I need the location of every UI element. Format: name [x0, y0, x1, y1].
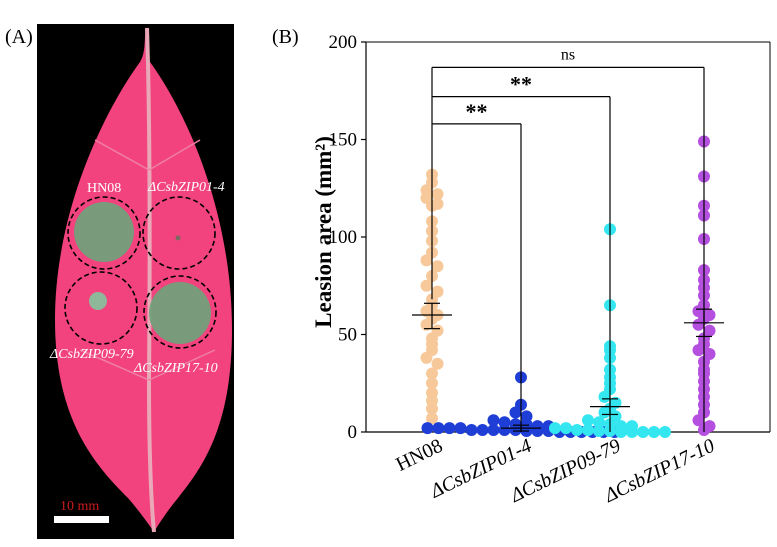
data-point: [454, 422, 467, 435]
spot-circle-zip09: [64, 271, 138, 345]
data-point: [420, 351, 433, 364]
scale-bar: [54, 516, 109, 523]
data-point: [593, 425, 605, 438]
data-point: [615, 426, 627, 438]
data-point: [487, 424, 500, 437]
data-point: [598, 406, 611, 419]
data-point: [426, 377, 438, 390]
data-point: [531, 425, 544, 438]
data-point: [582, 414, 594, 427]
panel-a: (A) HN08 ΔCsbZIP01-4 ΔCsbZIP09-79 ΔCsbZI…: [5, 24, 234, 539]
y-tick-label: 200: [329, 32, 358, 53]
scatter-chart: 050100150200HN08ΔCsbZIP01-4ΔCsbZIP09-79Δ…: [329, 32, 771, 507]
spot-circle-hn08: [67, 196, 141, 270]
data-point: [498, 424, 511, 437]
data-point: [431, 260, 444, 273]
data-point: [659, 426, 671, 438]
data-point: [420, 254, 433, 267]
data-point: [426, 367, 438, 380]
data-point: [582, 424, 594, 437]
significance-label: ns: [561, 46, 575, 63]
y-tick-label: 150: [329, 130, 358, 151]
y-tick-label: 50: [338, 325, 357, 346]
data-point: [431, 357, 444, 370]
scale-bar-label: 10 mm: [60, 499, 99, 514]
data-point: [420, 279, 433, 292]
spot-circle-zip17: [143, 275, 217, 349]
spot-label-zip09: ΔCsbZIP09-79: [49, 347, 134, 362]
significance-label: **: [510, 72, 532, 97]
data-point: [432, 422, 445, 435]
data-point: [571, 424, 583, 437]
panel-b: (B) Leasion area (mm²) 050100150200HN08Δ…: [272, 26, 771, 507]
data-point: [598, 390, 611, 403]
data-point: [443, 422, 456, 435]
data-point: [465, 424, 478, 437]
leaf-vein: [148, 349, 216, 381]
leaf-vein: [148, 139, 201, 171]
y-axis-label: Leasion area (mm²): [311, 136, 336, 328]
data-point: [421, 422, 434, 435]
data-point: [648, 426, 660, 438]
spot-label-zip01: ΔCsbZIP01-4: [147, 180, 225, 195]
data-point: [509, 424, 522, 437]
y-tick-label: 100: [329, 227, 358, 248]
leaf: [55, 26, 232, 532]
data-point: [431, 188, 444, 201]
spot-label-hn08: HN08: [87, 181, 121, 196]
panel-b-letter: (B): [272, 26, 299, 48]
data-point: [593, 416, 605, 429]
data-point: [560, 422, 572, 435]
data-point: [549, 422, 561, 435]
leaf-vein: [94, 139, 150, 171]
significance-label: **: [466, 99, 488, 124]
leaf-vein: [79, 349, 150, 381]
leaf-midrib: [145, 27, 156, 533]
data-point: [692, 344, 705, 357]
data-point: [487, 414, 500, 427]
data-point: [420, 318, 433, 331]
lesion-hn08: [74, 202, 134, 262]
data-point: [509, 406, 522, 419]
data-point: [626, 426, 638, 438]
lesion-zip09: [89, 292, 107, 310]
data-point: [426, 412, 438, 425]
category-label: HN08: [393, 435, 447, 476]
data-point: [637, 426, 649, 438]
data-point: [692, 318, 705, 331]
spot-label-zip17: ΔCsbZIP17-10: [133, 361, 218, 376]
data-point: [476, 424, 489, 437]
spot-circle-zip01: [142, 196, 216, 270]
data-point: [426, 402, 438, 415]
lesion-zip17: [149, 282, 211, 344]
data-point: [692, 414, 705, 427]
lesion-zip01: [175, 235, 181, 241]
y-tick-label: 0: [348, 422, 358, 443]
panel-a-letter: (A): [5, 26, 33, 48]
